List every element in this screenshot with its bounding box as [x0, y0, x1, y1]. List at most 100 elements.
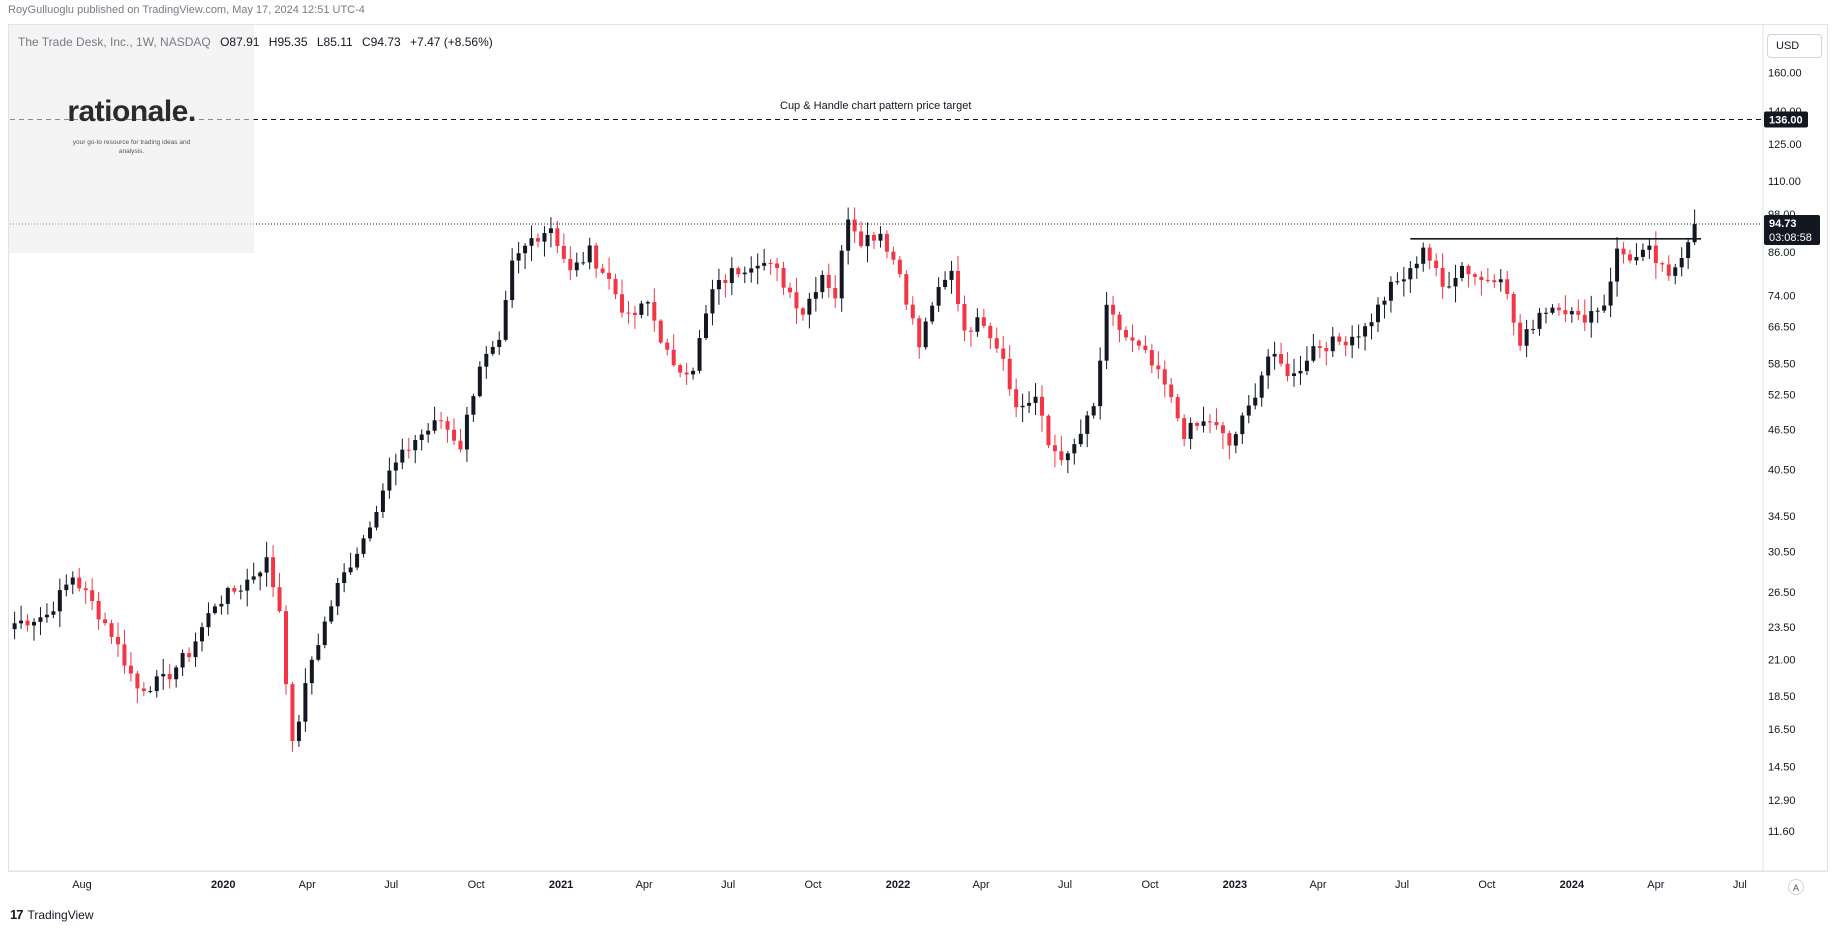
candle-body	[1343, 341, 1348, 346]
candle-body	[1188, 422, 1193, 439]
candle-body	[884, 233, 889, 252]
candle-body	[1589, 311, 1594, 323]
candle-body	[613, 278, 618, 295]
candle-body	[426, 430, 431, 435]
candle-body	[542, 233, 547, 242]
time-tick-label: 2023	[1223, 879, 1247, 891]
auto-scale-button[interactable]: A	[1788, 879, 1804, 895]
candle-body	[529, 238, 534, 246]
candle-body	[968, 330, 973, 332]
candle-body	[1330, 336, 1335, 352]
candle-body	[148, 691, 153, 693]
candle-body	[232, 588, 237, 592]
publisher-caption: RoyGulluoglu published on TradingView.co…	[8, 4, 365, 16]
tradingview-footer[interactable]: 17 TradingView	[10, 907, 94, 922]
candle-body	[1673, 267, 1678, 276]
candle-body	[471, 396, 476, 415]
symbol-legend: The Trade Desk, Inc., 1W, NASDAQ O87.91 …	[18, 35, 493, 49]
candle-body	[283, 611, 289, 685]
candle-body	[762, 262, 767, 266]
candle-body	[1020, 405, 1025, 408]
candle-body	[1421, 247, 1426, 264]
price-tick-label: 46.50	[1768, 425, 1796, 437]
candle-body	[1111, 304, 1116, 315]
candle-body	[697, 338, 702, 371]
candle-body	[1046, 415, 1051, 446]
price-tick-label: 16.50	[1768, 724, 1796, 736]
candle-body	[212, 606, 217, 614]
candle-body	[1556, 307, 1561, 311]
candle-body	[277, 587, 282, 612]
candle-body	[1408, 268, 1413, 280]
candle-body	[645, 302, 650, 304]
logo-wordmark: rationale.	[67, 95, 196, 128]
candle-body	[587, 245, 592, 263]
candle-body	[1156, 365, 1161, 370]
candle-body	[813, 292, 818, 299]
candle-body	[742, 272, 747, 275]
price-tick-label: 21.00	[1768, 654, 1796, 666]
candle-body	[1576, 311, 1581, 315]
candle-body	[749, 268, 754, 273]
time-tick-label: Jul	[1058, 879, 1072, 891]
cup-handle-target-label: Cup & Handle chart pattern price target	[780, 99, 972, 112]
candle-body	[1447, 286, 1452, 288]
candle-body	[574, 262, 579, 271]
candle-body	[83, 588, 88, 591]
candle-body	[568, 258, 573, 271]
candle-body	[393, 462, 398, 471]
time-tick-label: Aug	[72, 879, 92, 891]
candle-body	[419, 434, 424, 441]
candle-body	[1033, 396, 1038, 403]
candle-body	[1492, 280, 1497, 283]
candle-body	[258, 572, 263, 577]
candle-body	[1537, 312, 1542, 329]
candle-body	[775, 263, 780, 268]
candle-body	[1285, 363, 1290, 376]
candle-body	[1427, 247, 1432, 261]
candle-body	[1660, 263, 1665, 265]
candle-body	[820, 274, 825, 293]
candle-body	[535, 238, 541, 242]
target-price-text: 136.00	[1769, 115, 1803, 127]
candle-body	[878, 233, 883, 241]
candle-body	[161, 674, 166, 677]
candle-body	[1227, 433, 1232, 446]
price-tick-label: 160.00	[1768, 68, 1802, 80]
candle-body	[1065, 453, 1070, 461]
candle-body	[897, 259, 902, 275]
candle-body	[658, 320, 663, 343]
candle-body	[1640, 249, 1645, 257]
candle-body	[1634, 256, 1639, 261]
candle-body	[64, 584, 69, 591]
candle-body	[1117, 314, 1122, 330]
candle-body	[1014, 389, 1019, 408]
price-tick-label: 52.50	[1768, 390, 1796, 402]
candle-body	[736, 268, 741, 275]
candle-body	[484, 353, 489, 367]
candle-body	[1524, 329, 1529, 346]
candle-body	[807, 298, 812, 315]
candle-body	[303, 683, 308, 722]
time-tick-label: Jul	[1733, 879, 1747, 891]
candle-body	[846, 219, 851, 251]
currency-selector[interactable]: USD	[1767, 34, 1822, 58]
candle-body	[1272, 353, 1277, 357]
candle-body	[826, 274, 831, 289]
price-tick-label: 40.50	[1768, 465, 1796, 477]
candle-body	[1627, 254, 1633, 261]
candle-body	[141, 688, 146, 692]
candle-body	[31, 621, 37, 626]
candle-body	[1563, 310, 1568, 315]
candle-body	[290, 684, 295, 741]
candle-body	[1388, 281, 1393, 301]
price-tick-label: 18.50	[1768, 691, 1796, 703]
price-tick-label: 14.50	[1768, 761, 1796, 773]
candle-body	[439, 420, 444, 422]
candle-body	[174, 667, 179, 680]
candle-body	[1246, 405, 1251, 416]
time-tick-label: Oct	[468, 879, 485, 891]
candle-body	[329, 606, 334, 622]
candle-body	[994, 338, 999, 349]
